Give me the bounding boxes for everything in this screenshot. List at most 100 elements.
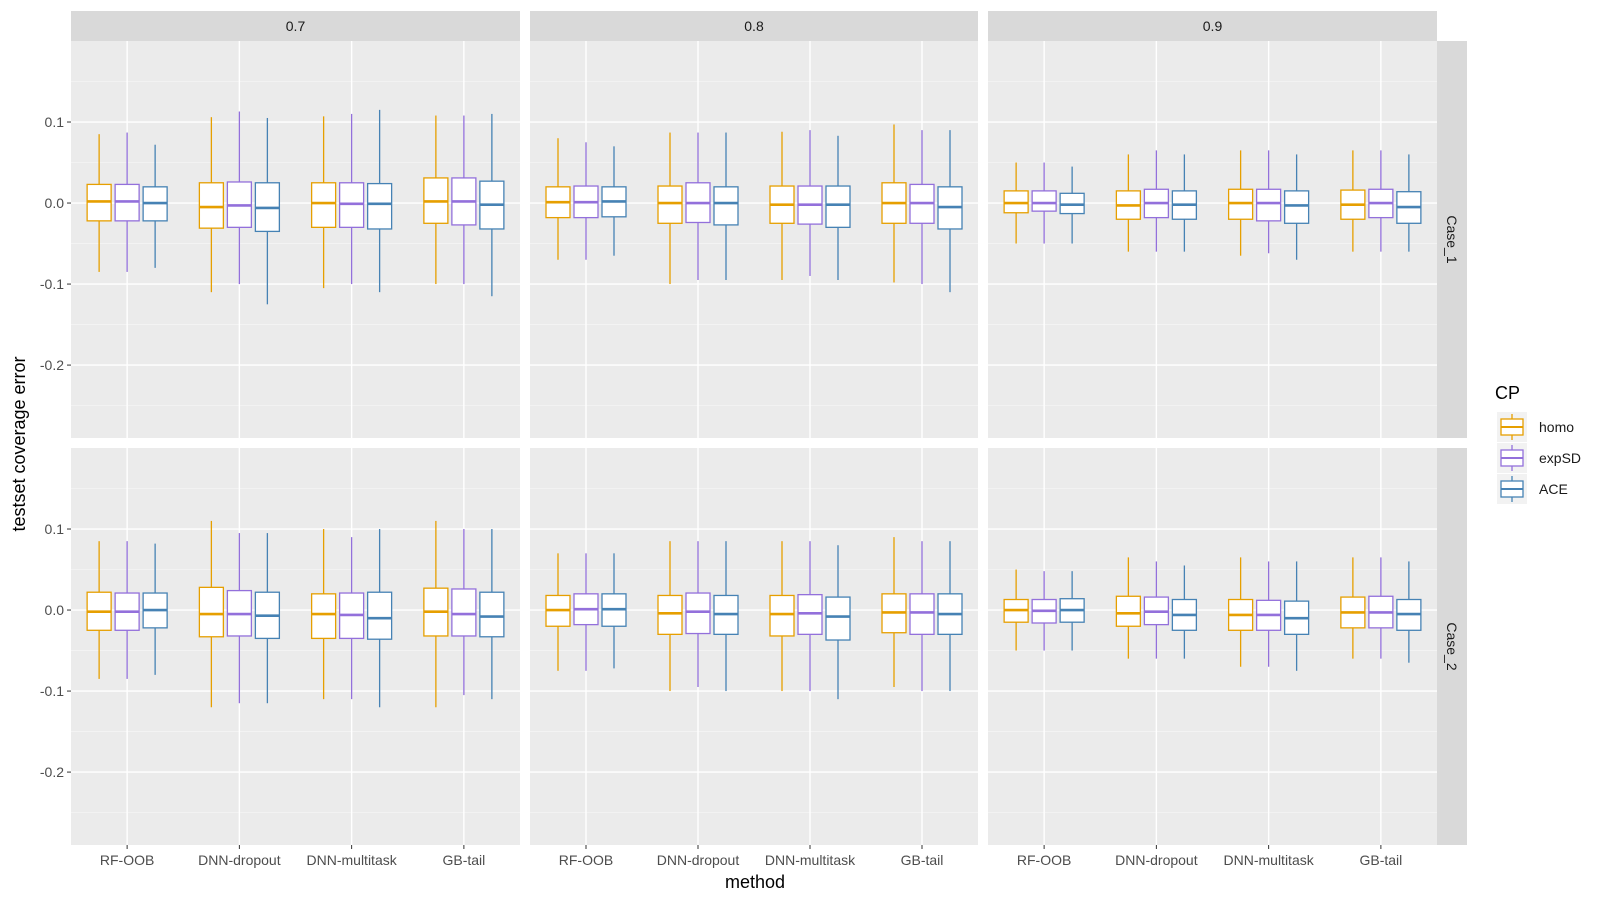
box-ACE [937,541,963,692]
box-homo [423,520,449,708]
legend: CP homo expSD ACE [1495,383,1581,504]
box-body [479,591,505,638]
box-ACE [601,146,627,256]
box-body [198,586,225,638]
box-body [685,592,711,635]
x-tick-label: GB-tail [901,852,944,868]
box-expSD [797,130,823,276]
box-body [769,594,795,637]
box-ACE [1059,166,1085,244]
legend-items: homo expSD ACE [1497,412,1581,504]
box-expSD [1031,162,1057,244]
box-expSD [573,553,599,671]
panel [988,448,1437,845]
box-ACE [142,543,168,675]
box-ACE [366,529,393,708]
facet-strip-col-label: 0.8 [744,18,764,34]
legend-item-expSD: expSD [1497,443,1581,473]
x-axes-layer: RF-OOB DNN-dropout DNN-multitask GB-tail RF-… [100,845,1402,868]
box-expSD [1143,150,1170,252]
box-body [825,185,851,228]
panel-background [988,448,1437,845]
box-ACE [937,130,963,293]
panel [71,448,520,845]
box-expSD [1368,557,1394,659]
box-body [657,185,683,224]
box-homo [198,520,225,708]
box-body [310,593,337,640]
facet-strip-col [988,11,1437,41]
box-expSD [685,541,711,688]
box-homo [1115,154,1142,252]
box-body [366,182,393,230]
box-body [713,186,739,226]
x-axis-title: method [725,872,785,892]
box-homo [769,131,795,281]
panel-background [530,41,978,438]
box-ACE [1396,561,1422,663]
box-homo [545,553,571,671]
x-tick-label: DNN-dropout [1115,852,1198,868]
box-ACE [825,545,851,700]
facet-strip-row-label: Case_2 [1444,622,1460,670]
box-ACE [1283,561,1310,671]
facet-strip-col-label: 0.7 [286,18,306,34]
box-expSD [1255,150,1282,254]
box-homo [310,529,337,700]
box-expSD [451,115,477,285]
facet-strip-col [530,11,978,41]
box-expSD [573,142,599,260]
box-homo [198,117,225,293]
x-tick-label: DNN-multitask [307,852,398,868]
box-body [1115,595,1142,627]
box-body [451,588,477,637]
panel-background [71,448,520,845]
box-expSD [1255,561,1282,667]
panel [988,41,1437,438]
y-tick-label: 0.1 [45,521,65,537]
box-homo [1227,150,1254,256]
panel-background [988,41,1437,438]
box-ACE [254,533,281,704]
panel [71,41,520,438]
box-expSD [685,132,711,281]
x-tick-label: RF-OOB [1017,852,1071,868]
box-expSD [114,541,140,679]
legend-item-ACE: ACE [1497,474,1568,504]
box-homo [881,537,907,688]
box-ACE [601,553,627,669]
x-tick-label: DNN-dropout [657,852,740,868]
box-homo [657,541,683,692]
legend-label: ACE [1539,481,1568,497]
box-expSD [226,111,253,285]
panels-layer: 0.7 0.8 0.9 Case_1 Case_2 [71,11,1467,845]
box-ACE [366,109,393,293]
box-body [1255,188,1282,222]
x-tick-label: DNN-multitask [1224,852,1315,868]
box-expSD [797,541,823,692]
y-tick-label: 0.0 [45,602,65,618]
y-tick-label: -0.2 [40,764,64,780]
box-expSD [1031,571,1057,651]
box-expSD [451,529,477,696]
box-body [1283,190,1310,224]
facet-strip-row [1437,448,1467,845]
x-tick-label: GB-tail [1359,852,1402,868]
box-homo [657,132,683,285]
panel-background [530,448,978,845]
y-tick-label: -0.1 [40,683,64,699]
panel-background [71,41,520,438]
box-ACE [1059,571,1085,651]
box-ACE [254,117,281,305]
legend-title: CP [1495,383,1520,403]
x-tick-label: GB-tail [442,852,485,868]
y-tick-label: -0.2 [40,357,64,373]
box-body [909,593,935,635]
x-tick-label: DNN-multitask [765,852,856,868]
box-homo [1340,557,1366,659]
facet-strip-col [71,11,520,41]
x-tick-label: DNN-dropout [198,852,281,868]
facet-strip-col-label: 0.9 [1203,18,1223,34]
x-tick-label: RF-OOB [559,852,613,868]
